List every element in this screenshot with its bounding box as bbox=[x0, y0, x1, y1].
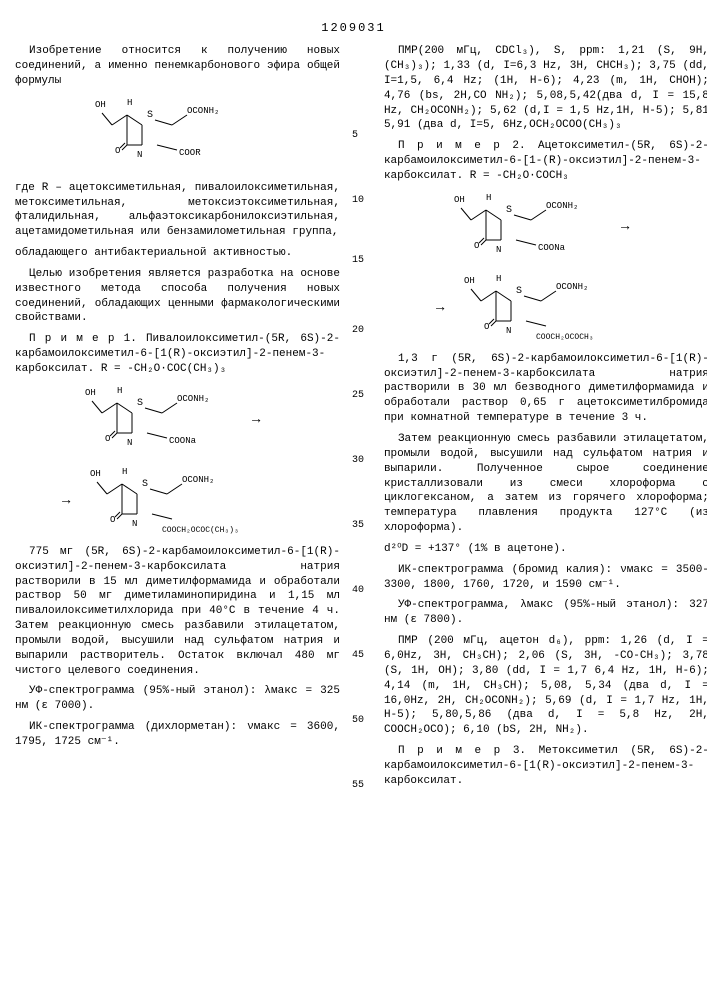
svg-text:→: → bbox=[252, 412, 261, 428]
right-column: ПМР(200 мГц, CDCl₃), S, ppm: 1,21 (S, 9H… bbox=[384, 44, 707, 794]
chemical-structure-4: OH H S O N OCONH₂ COONa → bbox=[384, 190, 707, 265]
activity-paragraph: обладающего антибактериальной активность… bbox=[15, 246, 340, 261]
where-r-paragraph: где R – ацетоксиметильная, пивалоилоксим… bbox=[15, 181, 340, 240]
line-num: 55 bbox=[352, 779, 364, 793]
line-num: 25 bbox=[352, 389, 364, 403]
svg-text:OCONH₂: OCONH₂ bbox=[556, 282, 588, 292]
example-2-paragraph: П р и м е р 2. Ацетоксиметил-(5R, 6S)-2-… bbox=[384, 139, 707, 184]
nmr-1-paragraph: ПМР(200 мГц, CDCl₃), S, ppm: 1,21 (S, 9H… bbox=[384, 44, 707, 133]
svg-text:OH: OH bbox=[85, 388, 96, 398]
svg-text:→: → bbox=[62, 493, 71, 509]
procedure-2-paragraph: 1,3 г (5R, 6S)-2-карбамоилоксиметил-6-[1… bbox=[384, 352, 707, 426]
workup-2-paragraph: Затем реакционную смесь разбавили этилац… bbox=[384, 432, 707, 536]
svg-text:H: H bbox=[127, 98, 132, 108]
uv-spectrum-1: УФ-спектрограмма (95%-ный этанол): λмакс… bbox=[15, 684, 340, 714]
svg-text:H: H bbox=[122, 467, 127, 477]
ir-spectrum-2: ИК-спектрограмма (бромид калия): νмакс =… bbox=[384, 563, 707, 593]
optical-rotation: d²⁰D = +137° (1% в ацетоне). bbox=[384, 542, 707, 557]
svg-text:O: O bbox=[484, 322, 489, 332]
intro-paragraph: Изобретение относится к получению новых … bbox=[15, 44, 340, 89]
line-num: 40 bbox=[352, 584, 364, 598]
svg-text:N: N bbox=[127, 438, 132, 448]
svg-text:OCONH₂: OCONH₂ bbox=[546, 201, 578, 211]
svg-text:COOCH₂OCOC(CH₃)₃: COOCH₂OCOC(CH₃)₃ bbox=[162, 526, 239, 535]
svg-text:O: O bbox=[105, 434, 110, 444]
svg-text:H: H bbox=[496, 274, 501, 284]
svg-text:OH: OH bbox=[90, 469, 101, 479]
svg-text:→: → bbox=[436, 300, 445, 316]
procedure-1-paragraph: 775 мг (5R, 6S)-2-карбамоилоксиметил-6-[… bbox=[15, 545, 340, 679]
svg-text:S: S bbox=[506, 205, 512, 216]
svg-text:O: O bbox=[474, 241, 479, 251]
example-1-paragraph: П р и м е р 1. Пивалоилоксиметил-(5R, 6S… bbox=[15, 332, 340, 377]
line-num: 45 bbox=[352, 649, 364, 663]
svg-text:O: O bbox=[115, 146, 120, 156]
line-num: 15 bbox=[352, 254, 364, 268]
svg-text:H: H bbox=[486, 193, 491, 203]
chemical-structure-5: → OH H S O N OCONH₂ COOCH₂OCOCH₃ bbox=[384, 271, 707, 346]
page-number: 1209031 bbox=[15, 20, 692, 36]
svg-text:N: N bbox=[132, 519, 137, 529]
svg-text:OH: OH bbox=[464, 276, 475, 286]
svg-text:N: N bbox=[137, 150, 142, 160]
chemical-structure-2: OH H S O N OCONH₂ COONa → bbox=[15, 383, 340, 458]
svg-text:COONa: COONa bbox=[538, 243, 566, 253]
line-num: 5 bbox=[352, 129, 358, 143]
two-column-layout: Изобретение относится к получению новых … bbox=[15, 44, 692, 794]
svg-text:N: N bbox=[506, 326, 511, 336]
svg-text:S: S bbox=[137, 398, 143, 409]
svg-text:H: H bbox=[117, 386, 122, 396]
svg-text:COOCH₂OCOCH₃: COOCH₂OCOCH₃ bbox=[536, 333, 594, 342]
left-column: Изобретение относится к получению новых … bbox=[15, 44, 340, 794]
svg-text:OCONH₂: OCONH₂ bbox=[182, 475, 214, 485]
svg-text:OCONH₂: OCONH₂ bbox=[177, 394, 209, 404]
chemical-structure-1: OH H S O N OCONH₂ COOR bbox=[15, 95, 340, 175]
svg-text:O: O bbox=[110, 515, 115, 525]
line-number-gutter: 5 10 15 20 25 30 35 40 45 50 55 bbox=[352, 44, 372, 794]
line-num: 50 bbox=[352, 714, 364, 728]
svg-text:S: S bbox=[516, 286, 522, 297]
ir-spectrum-1: ИК-спектрограмма (дихлорметан): νмакс = … bbox=[15, 720, 340, 750]
svg-text:COONa: COONa bbox=[169, 436, 197, 446]
svg-text:S: S bbox=[142, 479, 148, 490]
svg-text:OCONH₂: OCONH₂ bbox=[187, 106, 219, 116]
svg-text:S: S bbox=[147, 110, 153, 121]
nmr-2-paragraph: ПМР (200 мГц, ацетон d₆), ppm: 1,26 (d, … bbox=[384, 634, 707, 738]
svg-text:OH: OH bbox=[95, 100, 106, 110]
svg-text:COOR: COOR bbox=[179, 148, 201, 158]
uv-spectrum-2: УФ-спектрограмма, λмакс (95%-ный этанол)… bbox=[384, 598, 707, 628]
purpose-paragraph: Целью изобретения является разработка на… bbox=[15, 267, 340, 326]
line-num: 10 bbox=[352, 194, 364, 208]
line-num: 20 bbox=[352, 324, 364, 338]
line-num: 30 bbox=[352, 454, 364, 468]
line-num: 35 bbox=[352, 519, 364, 533]
svg-text:OH: OH bbox=[454, 195, 465, 205]
chemical-structure-3: → OH H S O N OCONH₂ COOCH₂OCOC(CH₃)₃ bbox=[15, 464, 340, 539]
svg-text:→: → bbox=[621, 219, 630, 235]
svg-text:N: N bbox=[496, 245, 501, 255]
example-3-paragraph: П р и м е р 3. Метоксиметил (5R, 6S)-2-к… bbox=[384, 744, 707, 789]
